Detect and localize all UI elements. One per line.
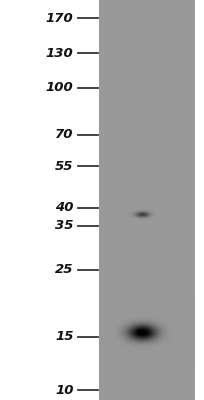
- Text: 170: 170: [46, 12, 73, 24]
- Text: 70: 70: [55, 128, 73, 141]
- Text: 15: 15: [55, 330, 73, 343]
- Text: 130: 130: [46, 47, 73, 60]
- Text: 55: 55: [55, 160, 73, 173]
- Text: 100: 100: [46, 81, 73, 94]
- Text: 25: 25: [55, 263, 73, 276]
- Text: 35: 35: [55, 219, 73, 232]
- Text: 40: 40: [55, 202, 73, 214]
- FancyBboxPatch shape: [100, 0, 204, 400]
- FancyBboxPatch shape: [196, 0, 204, 400]
- Text: 10: 10: [55, 384, 73, 396]
